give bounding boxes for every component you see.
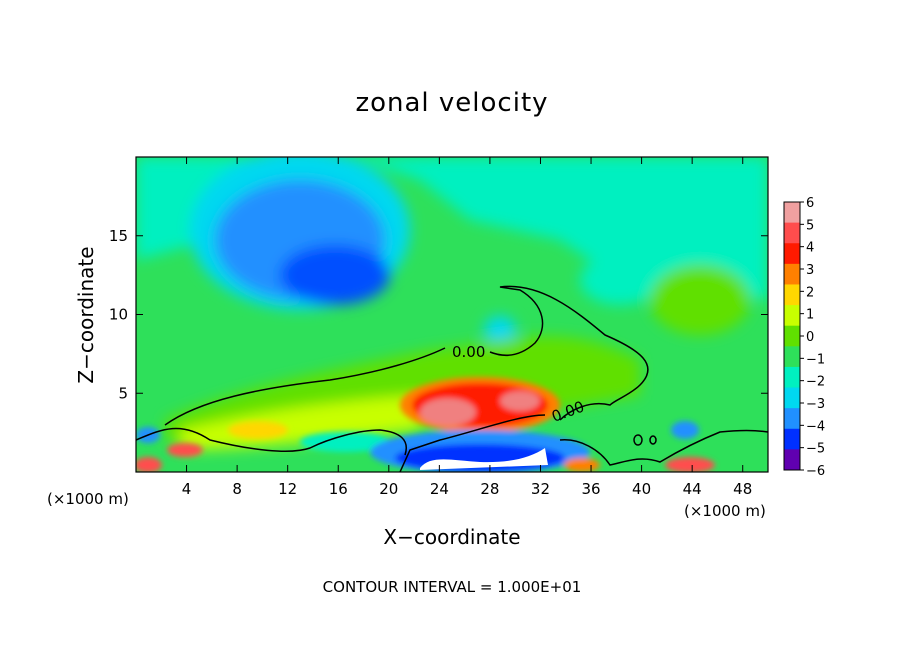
- x-tick-label: 36: [581, 480, 600, 498]
- zero-contours: [136, 285, 768, 472]
- contour-zero-1b: [489, 285, 649, 421]
- x-tick-label: 16: [329, 480, 348, 498]
- y-tick-label: 5: [118, 384, 128, 402]
- x-tick-label: 32: [531, 480, 550, 498]
- contour-zero-4: [559, 429, 768, 466]
- colorbar-swatch: [784, 346, 800, 368]
- field-white-core: [420, 448, 548, 470]
- x-tick-label: 20: [379, 480, 398, 498]
- colorbar-swatch: [784, 428, 800, 450]
- colorbar-tick-label: −5: [806, 442, 825, 457]
- field-red-right: [665, 457, 715, 472]
- field-red-patch-left: [167, 443, 203, 457]
- colorbar-swatch: [784, 263, 800, 285]
- colorbar-tick-label: −4: [806, 419, 825, 434]
- colorbar-swatch: [784, 305, 800, 327]
- colorbar-tick-label: 0: [806, 330, 814, 345]
- colorbar-tick-label: −6: [806, 464, 825, 479]
- contour-interval-note: CONTOUR INTERVAL = 1.000E+01: [322, 578, 582, 596]
- x-tick-label: 24: [430, 480, 449, 498]
- colorbar-swatch: [784, 366, 800, 389]
- colorbar-swatch: [784, 202, 800, 224]
- x-tick-label: 44: [683, 480, 702, 498]
- field-cyan-right: [580, 255, 660, 305]
- x-unit-label-right: (×1000 m): [684, 502, 766, 520]
- field-green-right: [650, 265, 750, 335]
- x-tick-label: 8: [232, 480, 242, 498]
- contour-label-1: 0.00: [452, 343, 485, 361]
- colorbar-tick-label: 1: [806, 308, 814, 323]
- field-cyan-lower: [300, 432, 390, 452]
- contour-zero-2: [399, 414, 546, 472]
- field-pink-jet-left: [420, 398, 476, 426]
- colorbar-swatch: [784, 222, 800, 244]
- field-pink-jet-right: [500, 391, 540, 411]
- colorbar-swatch: [784, 449, 800, 471]
- colorbar-swatch: [784, 284, 800, 306]
- colorbar-swatch: [784, 243, 800, 265]
- x-tick-label: 28: [480, 480, 499, 498]
- colorbar-tick-label: 5: [806, 218, 814, 233]
- colorbar-swatch: [784, 387, 800, 409]
- colorbar: 6 5 4 3 2 1 0 −1 −2 −3 −4 −5 −6: [783, 196, 825, 479]
- x-tick-label: 4: [182, 480, 192, 498]
- colorbar-tick-label: 4: [806, 241, 814, 256]
- colorbar-tick-label: −1: [806, 352, 825, 367]
- field-orange-right: [564, 458, 600, 472]
- field-blue-small: [484, 316, 516, 344]
- x-tick-label: 48: [733, 480, 752, 498]
- x-tick-label: 12: [278, 480, 297, 498]
- colorbar-swatch: [784, 408, 800, 430]
- colorbar-tick-label: −3: [806, 397, 825, 412]
- colorbar-tick-label: 3: [806, 263, 814, 278]
- field-yellow-patch: [228, 421, 288, 439]
- contour-zero-3: [136, 427, 407, 456]
- x-unit-label-left: (×1000 m): [47, 490, 129, 508]
- colorbar-tick-label: 2: [806, 285, 814, 300]
- y-tick-label: 15: [109, 227, 128, 245]
- contour-zero-1a: [164, 347, 446, 426]
- heatmap-field: [136, 157, 768, 472]
- contour-zero-5: [633, 434, 643, 446]
- colorbar-tick-label: 6: [806, 196, 814, 211]
- x-tick-label: 40: [632, 480, 651, 498]
- field-blue-core: [280, 245, 390, 305]
- y-tick-label: 10: [109, 306, 128, 324]
- colorbar-tick-label: −2: [806, 375, 825, 390]
- field-red-corner: [136, 457, 162, 472]
- colorbar-swatch: [784, 325, 800, 347]
- contour-zero-6: [649, 435, 657, 445]
- field-blue-right: [671, 421, 699, 439]
- x-axis-label: X−coordinate: [383, 525, 521, 549]
- chart-title: zonal velocity: [355, 88, 549, 118]
